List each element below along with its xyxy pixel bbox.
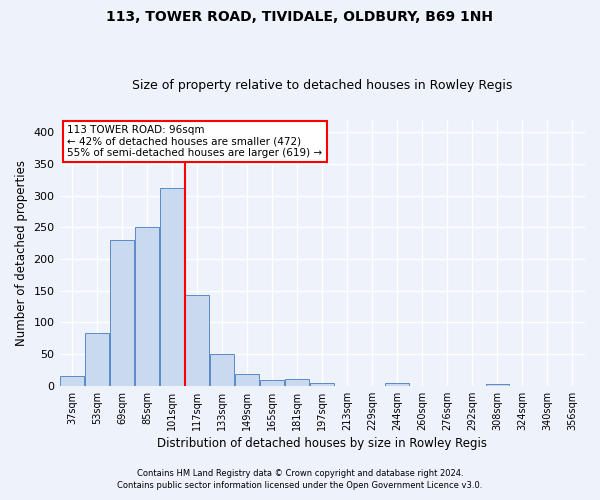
Bar — [135, 228, 159, 386]
Bar — [185, 294, 209, 386]
Bar — [286, 380, 309, 386]
Bar — [485, 384, 509, 386]
Y-axis label: Number of detached properties: Number of detached properties — [15, 160, 28, 346]
X-axis label: Distribution of detached houses by size in Rowley Regis: Distribution of detached houses by size … — [157, 437, 487, 450]
Bar — [260, 380, 284, 386]
Title: Size of property relative to detached houses in Rowley Regis: Size of property relative to detached ho… — [132, 79, 512, 92]
Bar — [85, 333, 109, 386]
Bar — [110, 240, 134, 386]
Bar — [235, 374, 259, 386]
Bar — [60, 376, 84, 386]
Text: Contains HM Land Registry data © Crown copyright and database right 2024.
Contai: Contains HM Land Registry data © Crown c… — [118, 468, 482, 490]
Bar — [310, 382, 334, 386]
Text: 113 TOWER ROAD: 96sqm
← 42% of detached houses are smaller (472)
55% of semi-det: 113 TOWER ROAD: 96sqm ← 42% of detached … — [67, 125, 323, 158]
Text: 113, TOWER ROAD, TIVIDALE, OLDBURY, B69 1NH: 113, TOWER ROAD, TIVIDALE, OLDBURY, B69 … — [107, 10, 493, 24]
Bar — [210, 354, 234, 386]
Bar — [160, 188, 184, 386]
Bar — [385, 384, 409, 386]
